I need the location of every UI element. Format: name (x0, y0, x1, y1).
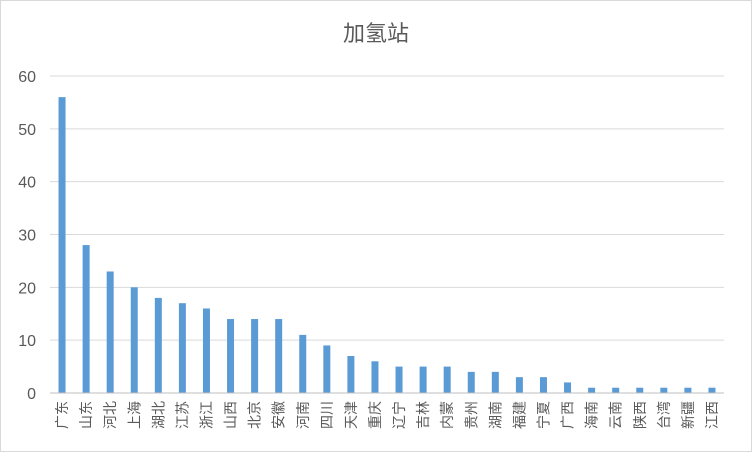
y-tick-label: 10 (18, 333, 36, 350)
x-tick-label: 吉林 (416, 401, 432, 429)
bar (323, 345, 331, 393)
bar (419, 366, 427, 393)
bar (467, 371, 475, 393)
x-tick-label: 宁夏 (535, 401, 552, 429)
x-tick-label: 河北 (103, 401, 119, 429)
y-tick-label: 0 (27, 386, 36, 403)
bar (251, 319, 259, 393)
x-tick-label: 江苏 (175, 401, 191, 429)
x-tick-label: 四川 (320, 401, 336, 429)
bar (708, 387, 716, 393)
x-tick-label: 海南 (585, 401, 601, 429)
bar (275, 319, 283, 393)
x-tick-label: 广东 (55, 401, 71, 429)
bars (58, 97, 716, 393)
bar (612, 387, 620, 393)
bar (660, 387, 668, 393)
x-tick-label: 云南 (609, 401, 625, 429)
bar (491, 371, 499, 393)
x-tick-label: 辽宁 (391, 401, 408, 429)
x-tick-label: 福建 (512, 401, 528, 429)
y-tick-label: 20 (18, 280, 36, 297)
bar (636, 387, 644, 393)
bar (130, 287, 138, 393)
y-axis-ticks: 0 10 20 30 40 50 60 (18, 69, 36, 403)
y-tick-label: 30 (18, 228, 36, 245)
bar (347, 356, 355, 393)
x-tick-label: 山东 (79, 401, 95, 429)
bar (178, 303, 186, 393)
x-tick-label: 江西 (705, 401, 721, 429)
x-tick-label: 广西 (561, 401, 577, 429)
bar (82, 245, 90, 393)
x-tick-label: 天津 (344, 401, 360, 429)
x-tick-label: 湖北 (151, 401, 167, 429)
x-tick-label: 浙江 (199, 401, 215, 429)
x-tick-label: 湖南 (488, 401, 504, 429)
chart-title: 加氢站 (343, 22, 409, 47)
x-tick-label: 贵州 (464, 401, 480, 429)
bar (539, 377, 547, 393)
x-tick-label: 新疆 (681, 401, 697, 429)
bar (564, 382, 572, 393)
x-tick-label: 重庆 (368, 401, 384, 429)
bar (371, 361, 379, 393)
y-tick-label: 50 (18, 122, 36, 139)
bar (154, 297, 162, 393)
x-tick-label: 上海 (127, 401, 143, 429)
y-tick-label: 40 (18, 175, 36, 192)
bar (58, 97, 66, 393)
gridlines (50, 75, 724, 341)
x-tick-label: 山西 (224, 401, 240, 429)
bar (684, 387, 692, 393)
x-tick-label: 河南 (296, 401, 312, 429)
bar (395, 366, 403, 393)
x-tick-label: 北京 (248, 401, 264, 429)
x-tick-label: 安徽 (272, 401, 288, 429)
bar (227, 319, 235, 393)
bar (515, 377, 523, 393)
x-tick-label: 台湾 (656, 401, 673, 429)
y-tick-label: 60 (18, 69, 36, 86)
bar (299, 334, 307, 393)
x-tick-label: 陕西 (633, 401, 649, 429)
x-tick-label: 内蒙 (440, 401, 456, 429)
bar (202, 308, 210, 393)
bar (588, 387, 596, 393)
bar (106, 271, 114, 393)
bar (443, 366, 451, 393)
x-axis-ticks: 广东 山东 河北 上海 湖北 江苏 浙江 山西 北京 安徽 河南 四川 天津 重庆 辽宁 吉林 内蒙 贵州 湖南 福建… (55, 401, 721, 429)
